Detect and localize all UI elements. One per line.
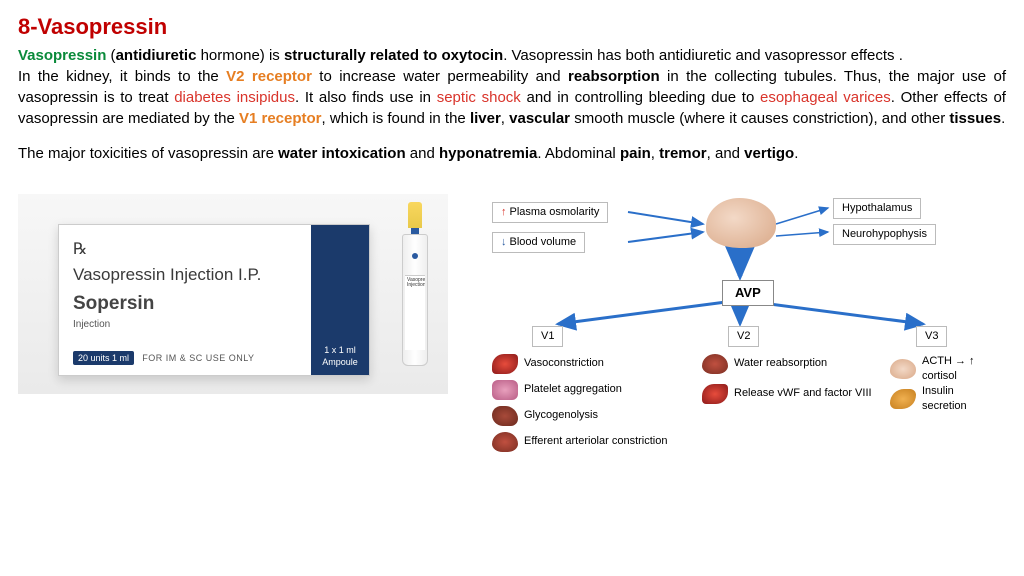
use-label: FOR IM & SC USE ONLY	[142, 353, 254, 363]
term-pain: pain	[620, 145, 651, 162]
label-hypothalamus: Hypothalamus	[833, 198, 921, 219]
t: hormone) is	[196, 47, 284, 64]
ampoule-body-label: Vasopressin Injection	[405, 275, 425, 350]
v1-effect-glycogenolysis: Glycogenolysis	[492, 406, 598, 426]
t: Release vWF and factor VIII	[734, 386, 872, 401]
receptor-v3: V3	[916, 326, 947, 347]
product-name: Vasopressin Injection I.P.	[73, 263, 299, 287]
v1-effect-vasoconstriction: Vasoconstriction	[492, 354, 604, 374]
t: , which is found in the	[322, 110, 470, 127]
t: ,	[501, 110, 509, 127]
t: In the kidney, it binds to the	[18, 68, 226, 85]
term-septic-shock: septic shock	[437, 89, 521, 106]
term-tissues: tissues	[949, 110, 1001, 127]
term-vertigo: vertigo	[744, 145, 794, 162]
kidney-icon	[702, 354, 728, 374]
term-v2-receptor: V2 receptor	[226, 68, 312, 85]
t: . Abdominal	[537, 145, 620, 162]
receptor-v1: V1	[532, 326, 563, 347]
vessel-icon	[702, 384, 728, 404]
platelet-icon	[492, 380, 518, 400]
v3-effect-acth: ACTH → ↑ cortisol	[890, 354, 998, 385]
ampoule-label: Ampoule	[322, 356, 358, 369]
section-title: 8-Vasopressin	[18, 12, 1006, 43]
product-photo: ℞ Vasopressin Injection I.P. Sopersin In…	[18, 194, 448, 394]
term-v1-receptor: V1 receptor	[239, 110, 322, 127]
t: Plasma osmolarity	[510, 206, 600, 218]
units-badge: 20 units 1 ml	[73, 351, 134, 365]
pack-size: 1 x 1 ml	[324, 344, 356, 357]
t: Glycogenolysis	[524, 408, 598, 423]
t: to increase water permeability and	[312, 68, 568, 85]
v2-effect-vwf: Release vWF and factor VIII	[702, 384, 872, 404]
term-reabsorption: reabsorption	[568, 68, 660, 85]
label-neurohypophysis: Neurohypophysis	[833, 224, 936, 245]
pancreas-icon	[890, 389, 916, 409]
t: (	[106, 47, 115, 64]
t: and	[406, 145, 439, 162]
term-vasopressin: Vasopressin	[18, 47, 106, 64]
t: . Vasopressin has both antidiuretic and …	[503, 47, 903, 64]
t: Water reabsorption	[734, 356, 827, 371]
term-hyponatremia: hyponatremia	[439, 145, 537, 162]
stimulus-plasma: ↑Plasma osmolarity	[492, 202, 608, 223]
t: . It also finds use in	[295, 89, 437, 106]
v1-effect-efferent: Efferent arteriolar constriction	[492, 432, 667, 452]
rx-symbol: ℞	[73, 239, 299, 261]
t: ,	[651, 145, 659, 162]
t: Efferent arteriolar constriction	[524, 434, 667, 449]
brand-name: Sopersin	[73, 291, 299, 318]
t: and in controlling bleeding due to	[521, 89, 760, 106]
t: Blood volume	[510, 236, 577, 248]
paragraph-2: In the kidney, it binds to the V2 recept…	[18, 66, 1006, 129]
avp-diagram: ↑Plasma osmolarity ↓Blood volume Hypotha…	[478, 194, 998, 454]
term-tremor: tremor	[659, 145, 707, 162]
t: .	[794, 145, 798, 162]
term-antidiuretic: antidiuretic	[116, 47, 197, 64]
v1-effect-platelet: Platelet aggregation	[492, 380, 622, 400]
ampoule-icon: Vasopressin Injection	[400, 202, 430, 380]
vessel-icon	[492, 354, 518, 374]
brain-icon	[890, 359, 916, 379]
liver-icon	[492, 406, 518, 426]
term-diabetes-insipidus: diabetes insipidus	[174, 89, 295, 106]
v2-effect-water: Water reabsorption	[702, 354, 827, 374]
paragraph-3: The major toxicities of vasopressin are …	[18, 143, 1006, 164]
brain-icon	[706, 198, 776, 248]
term-esophageal-varices: esophageal varices	[760, 89, 891, 106]
medicine-box: ℞ Vasopressin Injection I.P. Sopersin In…	[58, 224, 370, 376]
t: Vasoconstriction	[524, 356, 604, 371]
avp-node: AVP	[722, 280, 774, 306]
stimulus-blood-volume: ↓Blood volume	[492, 232, 585, 253]
injection-label: Injection	[73, 318, 299, 332]
term-water-intox: water intoxication	[278, 145, 406, 162]
term-vascular: vascular	[509, 110, 570, 127]
t: ACTH → ↑ cortisol	[922, 354, 998, 385]
t: smooth muscle (where it causes constrict…	[570, 110, 949, 127]
t: , and	[707, 145, 745, 162]
receptor-v2: V2	[728, 326, 759, 347]
figures-row: ℞ Vasopressin Injection I.P. Sopersin In…	[18, 194, 1006, 454]
kidney-icon	[492, 432, 518, 452]
term-structurally: structurally related to oxytocin	[284, 47, 503, 64]
box-side-panel: 1 x 1 ml Ampoule	[311, 225, 369, 375]
t: The major toxicities of vasopressin are	[18, 145, 278, 162]
term-liver: liver	[470, 110, 501, 127]
t: .	[1001, 110, 1005, 127]
v3-effect-insulin: Insulin secretion	[890, 384, 998, 415]
paragraph-1: Vasopressin (antidiuretic hormone) is st…	[18, 45, 1006, 66]
t: Insulin secretion	[922, 384, 998, 415]
t: Platelet aggregation	[524, 382, 622, 397]
